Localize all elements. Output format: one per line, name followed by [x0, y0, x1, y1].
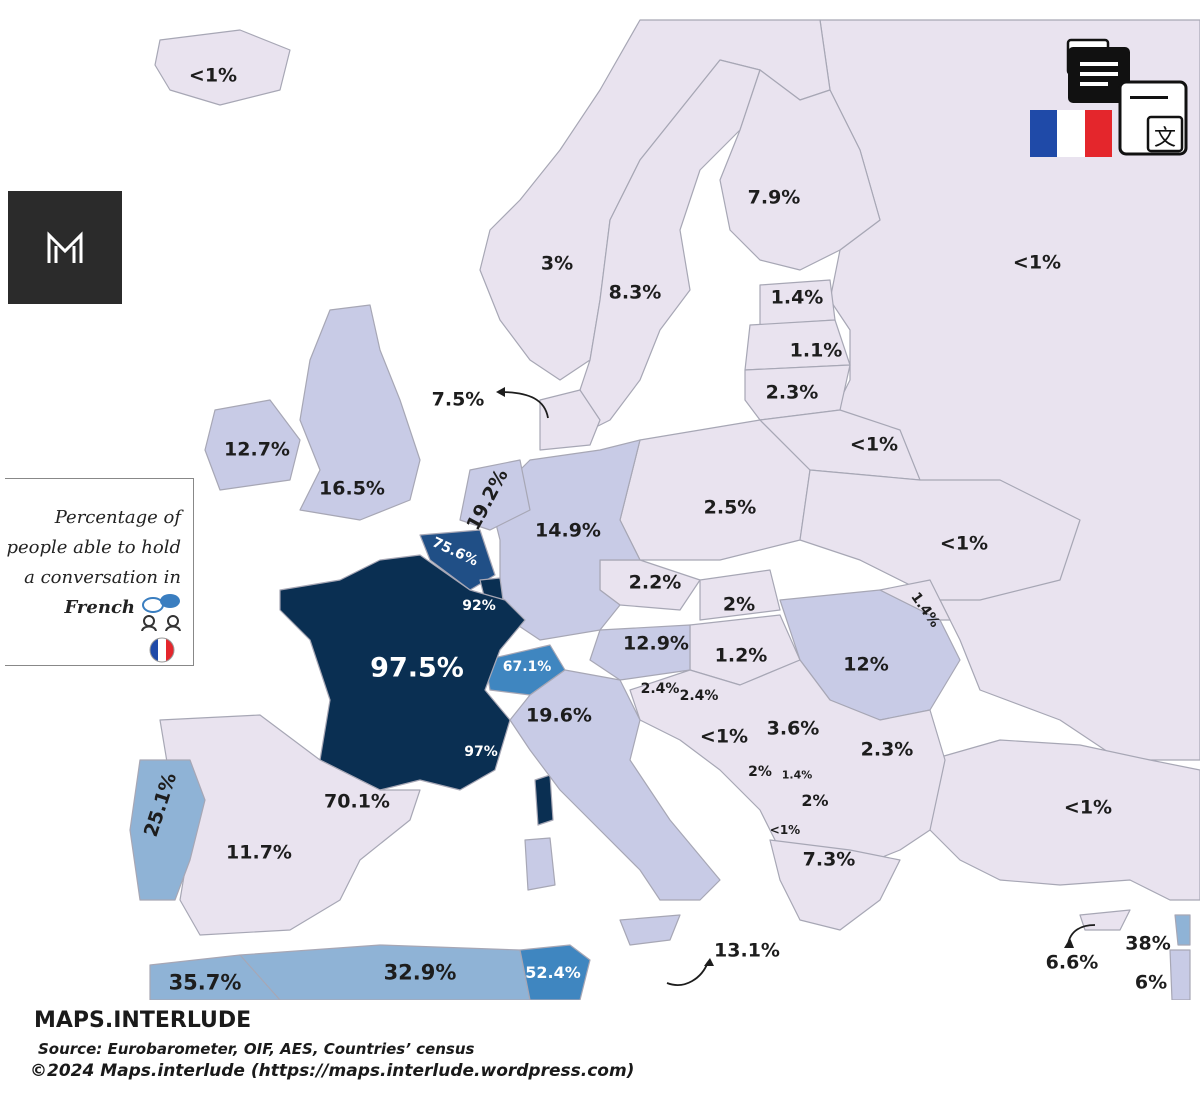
region-balkans — [629, 659, 946, 881]
legend-line-3: a conversation in — [24, 567, 181, 588]
label-latvia: 1.1% — [789, 339, 843, 362]
label-kosovo: 1.4% — [781, 768, 813, 782]
region-italy — [509, 669, 721, 901]
label-romania: 12% — [843, 653, 889, 676]
label-uk: 16.5% — [319, 477, 385, 500]
arrow-denmark — [499, 391, 549, 419]
region-france — [279, 554, 526, 791]
label-italy: 19.6% — [526, 704, 592, 727]
region-greece — [769, 839, 901, 931]
region-ireland — [204, 399, 301, 491]
label-algeria: 32.9% — [383, 960, 457, 985]
legend-language: French — [64, 597, 135, 618]
label-montenegro: 2% — [748, 764, 772, 780]
region-germany — [489, 439, 641, 641]
label-greece: 7.3% — [802, 848, 856, 871]
label-belarus: <1% — [849, 433, 899, 456]
region-israel — [1169, 949, 1191, 1000]
label-switzerland: 67.1% — [502, 659, 552, 675]
europe-map — [129, 19, 1200, 1000]
region-turkey — [929, 739, 1200, 901]
region-sardinia — [524, 837, 556, 891]
france-flag-round-icon — [149, 637, 175, 663]
brand-logo — [8, 191, 122, 304]
legend-line-1: Percentage of — [54, 507, 181, 528]
label-russia: <1% — [1012, 251, 1062, 274]
label-spain-catalonia: 70.1% — [324, 790, 390, 813]
region-lebanon — [1174, 914, 1191, 946]
label-lebanon: 38% — [1125, 932, 1171, 955]
label-slovenia: 2.4% — [640, 681, 680, 697]
region-austria — [589, 624, 691, 681]
label-monaco: 97% — [464, 744, 498, 760]
m-logo-icon — [47, 230, 83, 263]
region-tunisia — [519, 944, 591, 1000]
label-norway: 3% — [540, 252, 574, 275]
region-denmark — [539, 389, 601, 451]
label-spain: 11.7% — [226, 841, 292, 864]
region-uk — [299, 304, 421, 521]
label-lithuania: 2.3% — [765, 381, 819, 404]
region-moldova — [879, 579, 951, 621]
label-luxembourg: 92% — [462, 598, 496, 614]
label-ukraine: <1% — [939, 532, 989, 555]
label-slovakia: 2% — [722, 593, 756, 616]
label-bulgaria: 2.3% — [860, 738, 914, 761]
label-croatia: 2.4% — [679, 688, 719, 704]
label-bosnia: <1% — [699, 725, 749, 748]
region-iceland — [154, 29, 291, 106]
label-morocco: 35.7% — [168, 970, 242, 995]
label-albania: <1% — [769, 823, 801, 837]
label-austria: 12.9% — [623, 632, 689, 655]
label-sweden: 8.3% — [608, 281, 662, 304]
label-denmark: 7.5% — [431, 388, 485, 411]
label-finland: 7.9% — [747, 186, 801, 209]
legend-line-2: people able to hold — [6, 537, 181, 558]
footer: MAPS.INTERLUDE Source: Eurobarometer, OI… — [0, 1000, 1200, 1117]
label-north-macedonia: 2% — [801, 791, 829, 810]
region-finland — [719, 69, 881, 271]
label-cyprus: 6.6% — [1045, 951, 1099, 974]
label-germany: 14.9% — [535, 519, 601, 542]
legend-box: Percentage of people able to hold a conv… — [5, 478, 194, 666]
translate-icon: A 文 — [1066, 38, 1188, 156]
label-czechia: 2.2% — [628, 571, 682, 594]
region-sicily — [619, 914, 681, 946]
region-portugal — [129, 759, 206, 901]
label-israel: 6% — [1134, 971, 1168, 994]
translation-icon-group: A 文 — [1028, 32, 1193, 162]
label-poland: 2.5% — [703, 496, 757, 519]
region-ukraine — [799, 469, 1081, 601]
france-flag-icon — [1030, 110, 1112, 157]
conversation-icon — [141, 594, 181, 631]
label-iceland: <1% — [188, 64, 238, 87]
region-netherlands — [459, 459, 531, 531]
source-text: Source: Eurobarometer, OIF, AES, Countri… — [38, 1040, 475, 1058]
copyright-text: ©2024 Maps.interlude (https://maps.inter… — [30, 1061, 635, 1081]
label-malta: 13.1% — [714, 939, 780, 962]
brand-name: MAPS.INTERLUDE — [34, 1008, 252, 1033]
region-slovakia — [699, 569, 781, 621]
label-hungary: 1.2% — [714, 644, 768, 667]
label-estonia: 1.4% — [770, 286, 824, 309]
region-belarus — [759, 409, 921, 481]
label-france: 97.5% — [370, 652, 464, 684]
svg-text:文: 文 — [1154, 126, 1176, 151]
label-tunisia: 52.4% — [525, 963, 581, 982]
region-corsica — [534, 774, 554, 826]
label-turkey: <1% — [1063, 796, 1113, 819]
label-ireland: 12.7% — [224, 438, 290, 461]
label-serbia: 3.6% — [766, 717, 820, 740]
